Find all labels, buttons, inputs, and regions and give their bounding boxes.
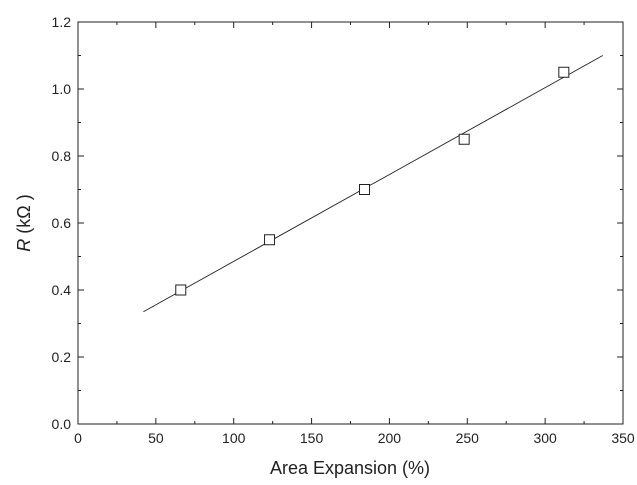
- x-tick-label: 200: [378, 430, 402, 446]
- y-axis-label: R (kΩ ): [14, 194, 34, 251]
- y-tick-label: 0.8: [52, 148, 72, 164]
- data-point: [558, 66, 570, 78]
- plot-frame: [77, 21, 624, 425]
- data-point: [264, 234, 276, 246]
- x-tick-label: 150: [300, 430, 324, 446]
- y-tick-label: 0.2: [52, 349, 72, 365]
- data-point: [458, 133, 470, 145]
- x-axis-ticks: [77, 22, 624, 424]
- linear-fit-line: [143, 55, 603, 313]
- y-tick-label: 0.6: [52, 215, 72, 231]
- x-tick-label: 250: [456, 430, 480, 446]
- y-tick-label: 0.4: [52, 282, 72, 298]
- y-axis-ticks: [78, 21, 623, 425]
- y-tick-label: 0.0: [52, 416, 72, 432]
- y-axis-label-unit: (kΩ ): [14, 194, 34, 238]
- x-tick-label: 100: [222, 430, 246, 446]
- x-axis-tick-labels: 0 50 100 150 200 250 300 350: [74, 430, 635, 446]
- y-axis-label-symbol: R: [14, 239, 34, 252]
- x-axis-label: Area Expansion (%): [270, 458, 430, 478]
- y-tick-label: 1.0: [52, 81, 72, 97]
- data-point: [359, 184, 371, 195]
- y-axis-tick-labels: 0.0 0.2 0.4 0.6 0.8 1.0 1.2: [52, 14, 72, 432]
- y-tick-label: 1.2: [52, 14, 72, 30]
- data-point: [175, 284, 187, 296]
- data-points: [175, 66, 570, 296]
- x-tick-label: 50: [148, 430, 164, 446]
- x-tick-label: 350: [611, 430, 635, 446]
- x-tick-label: 300: [533, 430, 557, 446]
- x-tick-label: 0: [74, 430, 82, 446]
